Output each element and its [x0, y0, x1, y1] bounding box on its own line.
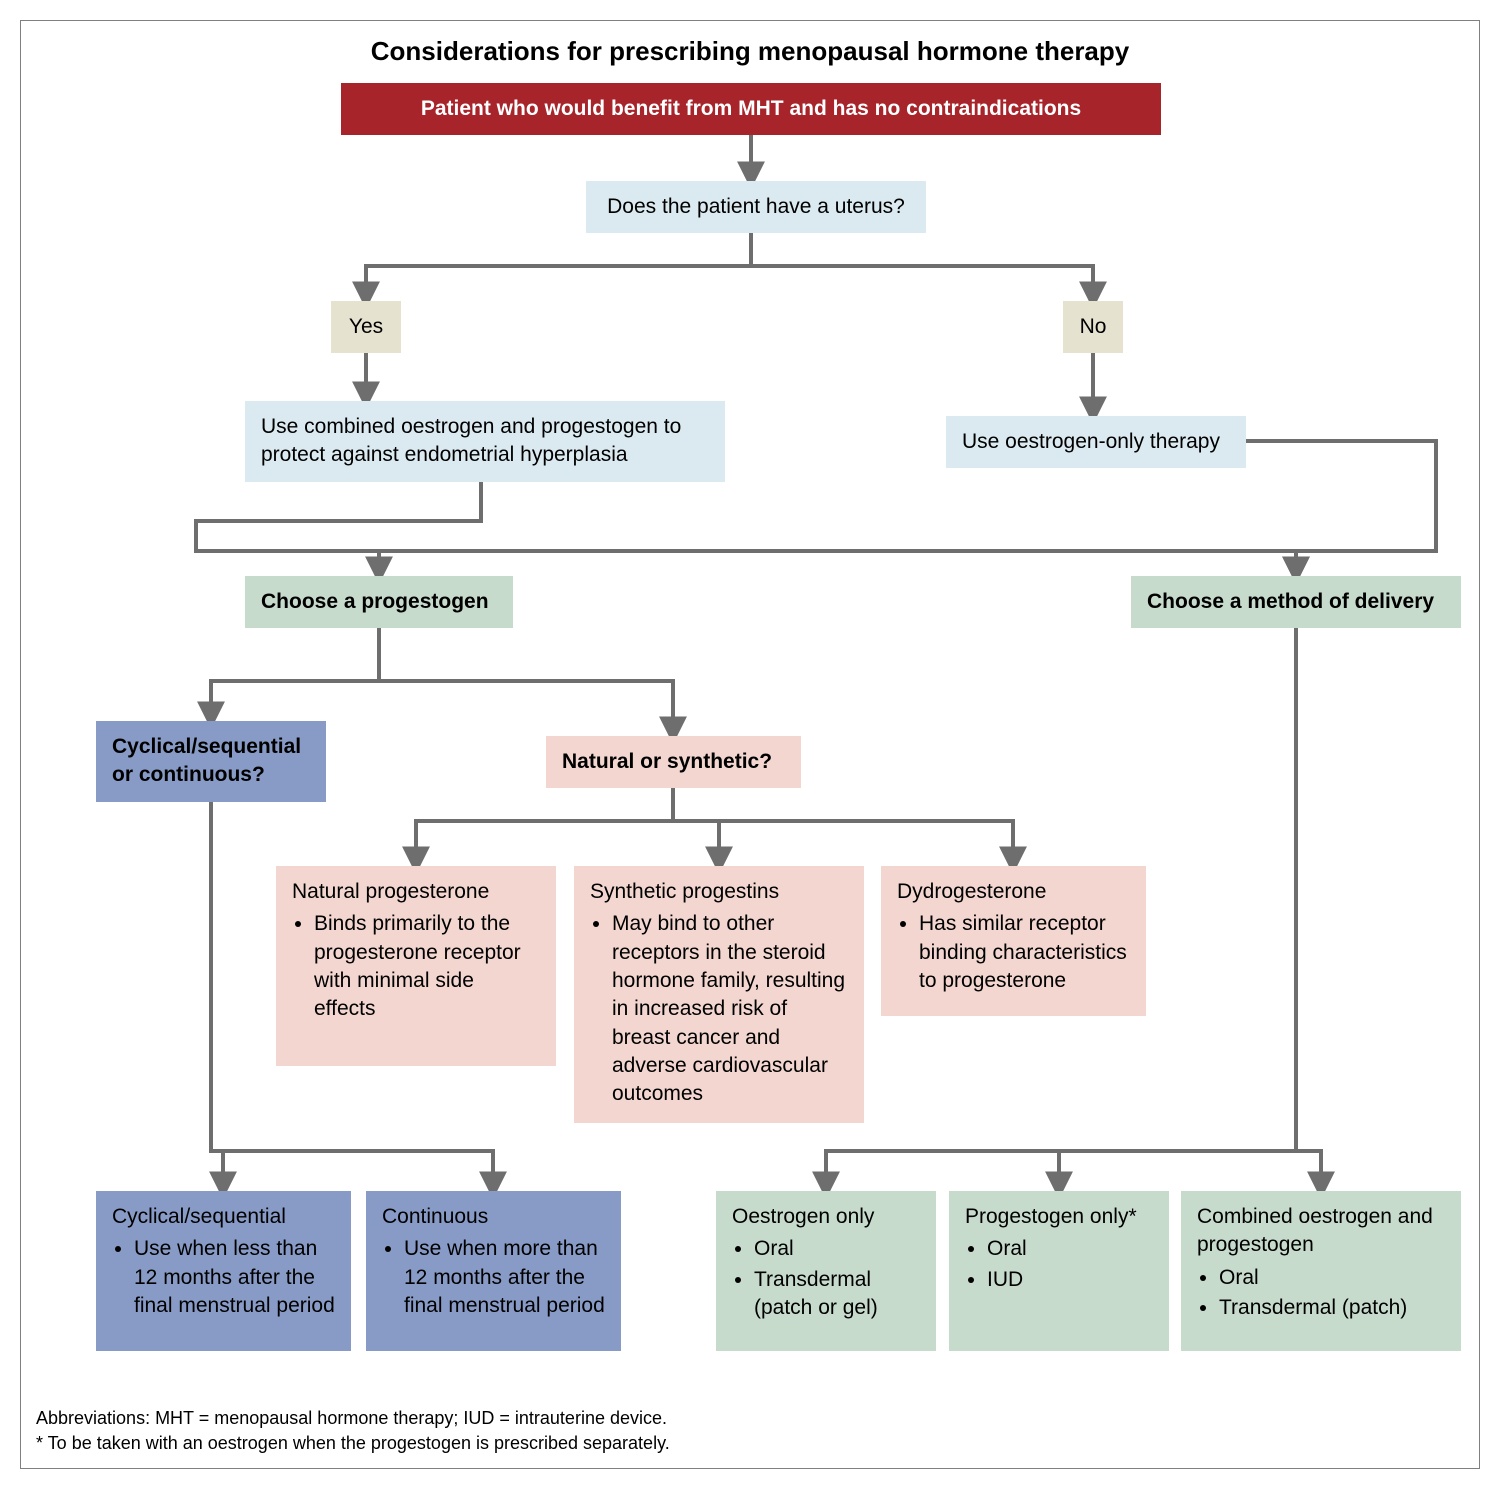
node-del_comb: Combined oestrogen and progestogenOralTr… — [1181, 1191, 1461, 1351]
diagram-frame: Considerations for prescribing menopausa… — [0, 0, 1500, 1489]
node-del_comb-title: Combined oestrogen and progestogen — [1197, 1203, 1445, 1260]
node-oestrogen_only: Use oestrogen-only therapy — [946, 416, 1246, 468]
node-dydro-title: Dydrogesterone — [897, 878, 1130, 906]
diagram-footer: Abbreviations: MHT = menopausal hormone … — [36, 1406, 670, 1456]
node-syn_prog: Synthetic progestins May bind to other re… — [574, 866, 864, 1123]
node-del_comb-bullets: OralTransdermal (patch) — [1197, 1264, 1445, 1323]
node-yes: Yes — [331, 301, 401, 353]
node-del_prog-title: Progestogen only* — [965, 1203, 1153, 1231]
node-del_oest-bullets: OralTransdermal (patch or gel) — [732, 1235, 920, 1322]
node-del_oest: Oestrogen only OralTransdermal (patch or … — [716, 1191, 936, 1351]
node-cont-bullets: Use when more than 12 months after the f… — [382, 1235, 605, 1320]
node-combined: Use combined oestrogen and progestogen t… — [245, 401, 725, 482]
footer-line2: * To be taken with an oestrogen when the… — [36, 1431, 670, 1456]
node-syn_prog-title: Synthetic progestins — [590, 878, 848, 906]
node-choose_prog: Choose a progestogen — [245, 576, 513, 628]
node-cyc_seq: Cyclical/sequential Use when less than 12… — [96, 1191, 351, 1351]
diagram-title: Considerations for prescribing menopausa… — [21, 36, 1479, 67]
node-cyc_q: Cyclical/sequential or continuous? — [96, 721, 326, 802]
node-del_oest-title: Oestrogen only — [732, 1203, 920, 1231]
node-dydro-bullets: Has similar receptor binding characteris… — [897, 910, 1130, 995]
node-nat_prog-title: Natural progesterone — [292, 878, 540, 906]
node-choose_delivery: Choose a method of delivery — [1131, 576, 1461, 628]
node-nat_prog: Natural progesterone Binds primarily to t… — [276, 866, 556, 1066]
node-nat_prog-bullets: Binds primarily to the progesterone rece… — [292, 910, 540, 1023]
node-cyc_seq-bullets: Use when less than 12 months after the f… — [112, 1235, 335, 1320]
node-start: Patient who would benefit from MHT and h… — [341, 83, 1161, 135]
node-no: No — [1063, 301, 1123, 353]
diagram-border: Considerations for prescribing menopausa… — [20, 20, 1480, 1469]
node-dydro: Dydrogesterone Has similar receptor bindi… — [881, 866, 1146, 1016]
node-del_prog-bullets: OralIUD — [965, 1235, 1153, 1294]
node-q_uterus: Does the patient have a uterus? — [586, 181, 926, 233]
node-del_prog: Progestogen only* OralIUD — [949, 1191, 1169, 1351]
node-syn_prog-bullets: May bind to other receptors in the stero… — [590, 910, 848, 1108]
node-cyc_seq-title: Cyclical/sequential — [112, 1203, 335, 1231]
node-cont-title: Continuous — [382, 1203, 605, 1231]
node-cont: Continuous Use when more than 12 months a… — [366, 1191, 621, 1351]
footer-line1: Abbreviations: MHT = menopausal hormone … — [36, 1406, 670, 1431]
node-nat_q: Natural or synthetic? — [546, 736, 801, 788]
